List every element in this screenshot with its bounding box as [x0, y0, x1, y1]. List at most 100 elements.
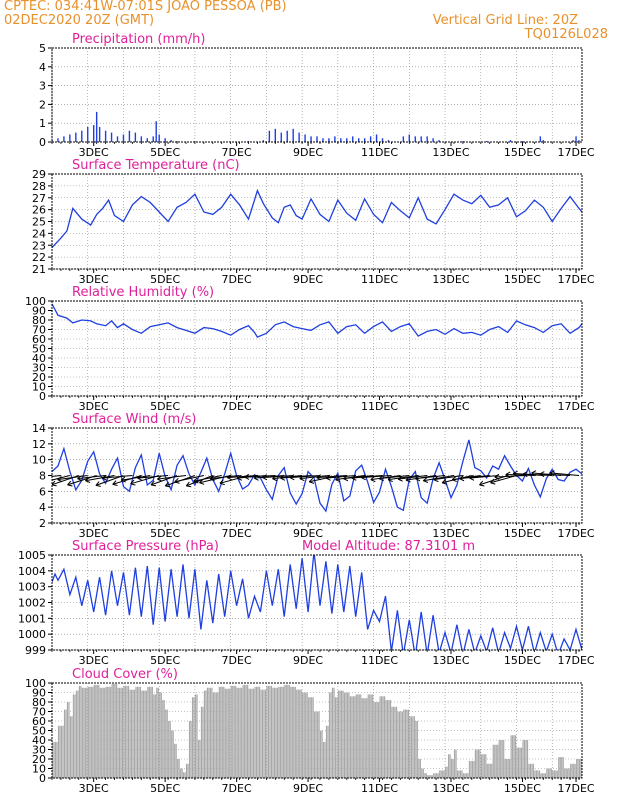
cloud-bar [108, 686, 110, 778]
x-tick-label: 17DEC [557, 146, 594, 159]
cloud-bar [577, 759, 579, 778]
x-tick-label: 15DEC [504, 146, 541, 159]
cloud-bar [458, 770, 460, 778]
cloud-bar [224, 688, 226, 778]
cloud-bar [229, 688, 231, 778]
wind-arrow-head [469, 474, 475, 481]
precip-bar [375, 134, 378, 142]
cloud-bar [90, 686, 92, 778]
panel-frame [51, 554, 583, 651]
x-tick-label: 9DEC [293, 527, 323, 540]
wind-arrow-head [316, 474, 322, 481]
panel-frame [51, 300, 583, 397]
cloud-bar [434, 773, 436, 778]
cloud-bar [293, 686, 295, 778]
wind-arrow-head [199, 478, 205, 485]
wind-arrow-head [150, 480, 157, 487]
wind-arrow-head [387, 476, 393, 483]
precip-bar [509, 140, 512, 142]
cloud-bar [208, 687, 210, 778]
precip-bar [408, 134, 411, 142]
cloud-bar [132, 689, 134, 778]
cloud-bar [211, 687, 213, 778]
panel-frame [51, 682, 583, 779]
cloud-bar [258, 686, 261, 778]
header: CPTEC: 034:41W-07:01S JOAO PESSOA (PB) 0… [0, 0, 618, 46]
cloud-bar [104, 687, 106, 778]
y-tick-label: 100 [25, 677, 46, 690]
cloud-bar [464, 773, 466, 778]
x-tick-label: 17DEC [557, 782, 594, 795]
cloud-bar [351, 696, 353, 778]
cloud-bar [242, 684, 244, 778]
wind-arrow-head [351, 474, 357, 481]
x-tick-label: 7DEC [222, 273, 252, 286]
wind-arrow [289, 475, 321, 479]
cloud-bar [501, 740, 503, 778]
x-tick-label: 13DEC [432, 273, 469, 286]
panel-title: Surface Pressure (hPa) [72, 539, 219, 554]
y-tick-label: 27 [32, 192, 46, 205]
wind-arrow-head [490, 478, 496, 485]
cloud-bar [477, 749, 479, 778]
cloud-bar [263, 689, 265, 778]
precip-bar [578, 140, 580, 142]
cloud-bar [107, 686, 109, 778]
cloud-bar [574, 763, 576, 778]
cloud-bar [248, 688, 250, 778]
cloud-bar [449, 754, 451, 778]
cloud-bar [151, 686, 153, 778]
y-tick-label: 23 [32, 239, 46, 252]
wind-arrow-head [479, 480, 485, 487]
cloud-bar [406, 709, 408, 778]
cloud-bar [78, 685, 80, 778]
cloud-bar [52, 741, 54, 778]
cloud-bar [415, 721, 417, 778]
cloud-bar [520, 747, 523, 778]
y-tick-label: 30 [32, 744, 46, 757]
cloud-bar [98, 684, 100, 778]
cloud-bar [206, 687, 209, 778]
cloud-bar [272, 687, 274, 778]
cloud-bar [130, 689, 133, 778]
cloud-bar [531, 763, 533, 778]
precip-bar [140, 136, 143, 142]
y-tick-label: 1001 [18, 612, 46, 625]
x-tick-label: 15DEC [504, 273, 541, 286]
cloud-bar [540, 773, 542, 778]
wind-arrow-head [57, 476, 63, 483]
wind-arrow-head [52, 480, 57, 487]
cloud-bar [494, 744, 496, 778]
cloud-bar [197, 740, 200, 778]
panel-frame [51, 47, 583, 143]
y-tick-label: 2 [39, 98, 46, 111]
x-tick-label: 5DEC [150, 654, 180, 667]
cloud-bar [279, 686, 281, 778]
cloud-bar [571, 763, 573, 778]
cloud-bar [185, 763, 188, 778]
cloud-bar [145, 690, 147, 778]
x-tick-label: 13DEC [432, 400, 469, 413]
cloud-bar [497, 744, 499, 778]
wind-arrow-head [549, 470, 555, 477]
cloud-bar [421, 768, 423, 778]
grid-line-label: Vertical Grid Line: 20Z [432, 13, 578, 28]
y-tick-label: 80 [32, 314, 46, 327]
plot-area [52, 555, 582, 650]
cloud-bar [358, 694, 360, 778]
wind-arrow [316, 475, 347, 479]
cloud-bar [135, 686, 137, 778]
cloud-bar [227, 688, 229, 778]
x-tick-label: 5DEC [150, 146, 180, 159]
cloud-bar [178, 759, 180, 778]
x-tick-label: 15DEC [504, 654, 541, 667]
precip-bar [81, 130, 83, 142]
cloud-bar [281, 686, 283, 778]
cloud-bar [367, 694, 369, 778]
y-tick-label: 8 [39, 470, 46, 483]
cloud-bar [166, 709, 168, 778]
cloud-bar [445, 766, 447, 778]
y-tick-label: 20 [32, 753, 46, 766]
cloud-bar [325, 725, 328, 778]
wind-arrow-head [539, 471, 545, 478]
